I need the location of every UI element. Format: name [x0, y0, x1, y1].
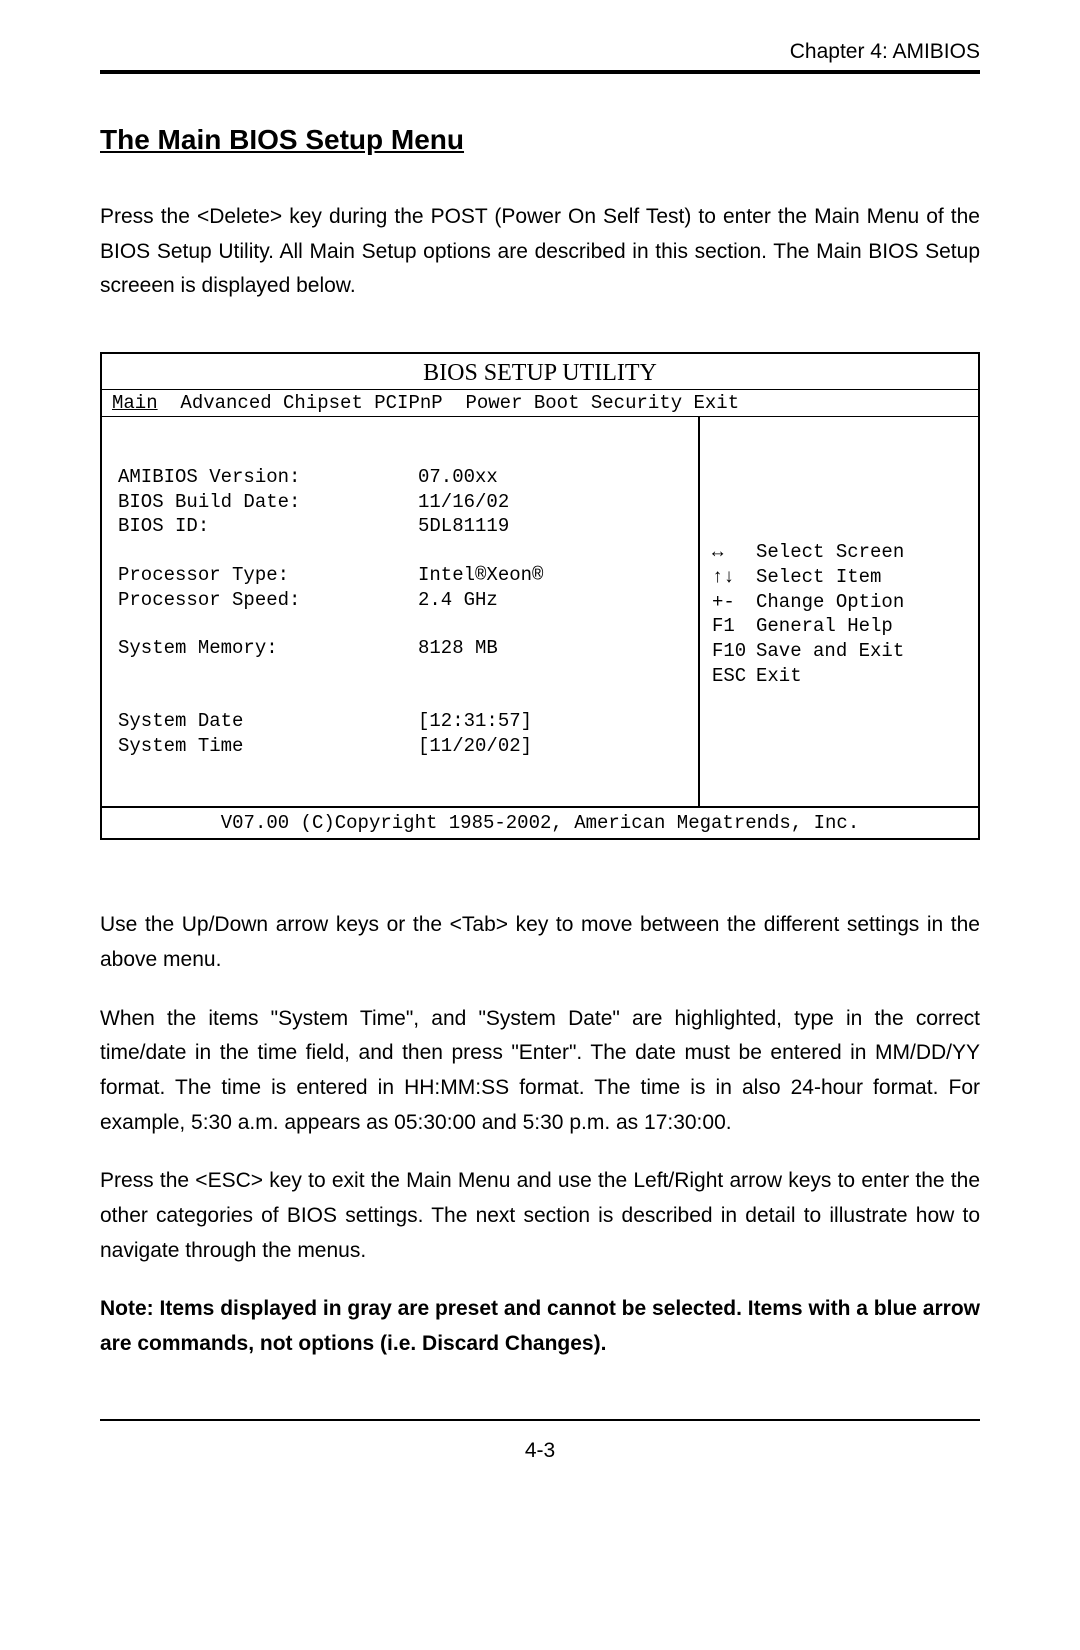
help-text: Select Item	[756, 565, 881, 590]
bios-menu-selected: Main	[112, 392, 158, 414]
nav-paragraph: Use the Up/Down arrow keys or the <Tab> …	[100, 908, 980, 977]
help-save-exit: F10 Save and Exit	[712, 639, 962, 664]
help-select-screen: ↔ Select Screen	[712, 540, 962, 565]
help-select-item: ↑↓ Select Item	[712, 565, 962, 590]
bios-help-panel: ↔ Select Screen ↑↓ Select Item +- Change…	[698, 417, 978, 807]
field-label: System Time	[118, 734, 418, 759]
field-processor-type: Processor Type: Intel®Xeon®	[118, 563, 682, 588]
bios-screenshot: BIOS SETUP UTILITY Main Advanced Chipset…	[100, 352, 980, 841]
help-key: F1	[712, 614, 756, 639]
field-bios-id: BIOS ID: 5DL81119	[118, 514, 682, 539]
time-paragraph: When the items "System Time", and "Syste…	[100, 1002, 980, 1141]
bios-footer: V07.00 (C)Copyright 1985-2002, American …	[102, 806, 978, 838]
field-processor-speed: Processor Speed: 2.4 GHz	[118, 588, 682, 613]
help-text: Exit	[756, 664, 802, 689]
esc-paragraph: Press the <ESC> key to exit the Main Men…	[100, 1164, 980, 1268]
field-label: AMIBIOS Version:	[118, 465, 418, 490]
field-label: Processor Type:	[118, 563, 418, 588]
help-key: ESC	[712, 664, 756, 689]
help-text: Change Option	[756, 590, 904, 615]
help-key-lr-icon: ↔	[712, 540, 756, 565]
bios-menu-rest: Advanced Chipset PCIPnP Power Boot Secur…	[158, 392, 740, 414]
field-value: [11/20/02]	[418, 734, 682, 759]
field-value: 8128 MB	[418, 636, 682, 661]
field-system-date: System Date [12:31:57]	[118, 709, 682, 734]
help-general-help: F1 General Help	[712, 614, 962, 639]
page-number: 4-3	[525, 1439, 555, 1462]
field-value: Intel®Xeon®	[418, 563, 682, 588]
field-system-memory: System Memory: 8128 MB	[118, 636, 682, 661]
field-bios-build-date: BIOS Build Date: 11/16/02	[118, 490, 682, 515]
bios-menu-bar: Main Advanced Chipset PCIPnP Power Boot …	[102, 389, 978, 417]
field-value: 5DL81119	[418, 514, 682, 539]
header-rule	[100, 70, 980, 74]
field-system-time: System Time [11/20/02]	[118, 734, 682, 759]
field-value: 2.4 GHz	[418, 588, 682, 613]
bios-title: BIOS SETUP UTILITY	[102, 354, 978, 389]
help-key: F10	[712, 639, 756, 664]
help-text: Save and Exit	[756, 639, 904, 664]
field-label: BIOS ID:	[118, 514, 418, 539]
bios-left-panel: AMIBIOS Version: 07.00xx BIOS Build Date…	[102, 417, 698, 807]
bios-body: AMIBIOS Version: 07.00xx BIOS Build Date…	[102, 417, 978, 807]
field-value: [12:31:57]	[418, 709, 682, 734]
field-label: System Date	[118, 709, 418, 734]
help-exit: ESC Exit	[712, 664, 962, 689]
help-text: General Help	[756, 614, 893, 639]
page-footer: 4-3	[100, 1419, 980, 1463]
field-label: System Memory:	[118, 636, 418, 661]
intro-paragraph: Press the <Delete> key during the POST (…	[100, 200, 980, 304]
help-text: Select Screen	[756, 540, 904, 565]
note-paragraph: Note: Items displayed in gray are preset…	[100, 1292, 980, 1361]
field-value: 11/16/02	[418, 490, 682, 515]
field-value: 07.00xx	[418, 465, 682, 490]
help-key: +-	[712, 590, 756, 615]
field-amibios-version: AMIBIOS Version: 07.00xx	[118, 465, 682, 490]
section-title: The Main BIOS Setup Menu	[100, 124, 980, 156]
help-key-ud-icon: ↑↓	[712, 565, 756, 590]
chapter-header: Chapter 4: AMIBIOS	[100, 40, 980, 70]
field-label: BIOS Build Date:	[118, 490, 418, 515]
help-change-option: +- Change Option	[712, 590, 962, 615]
field-label: Processor Speed:	[118, 588, 418, 613]
